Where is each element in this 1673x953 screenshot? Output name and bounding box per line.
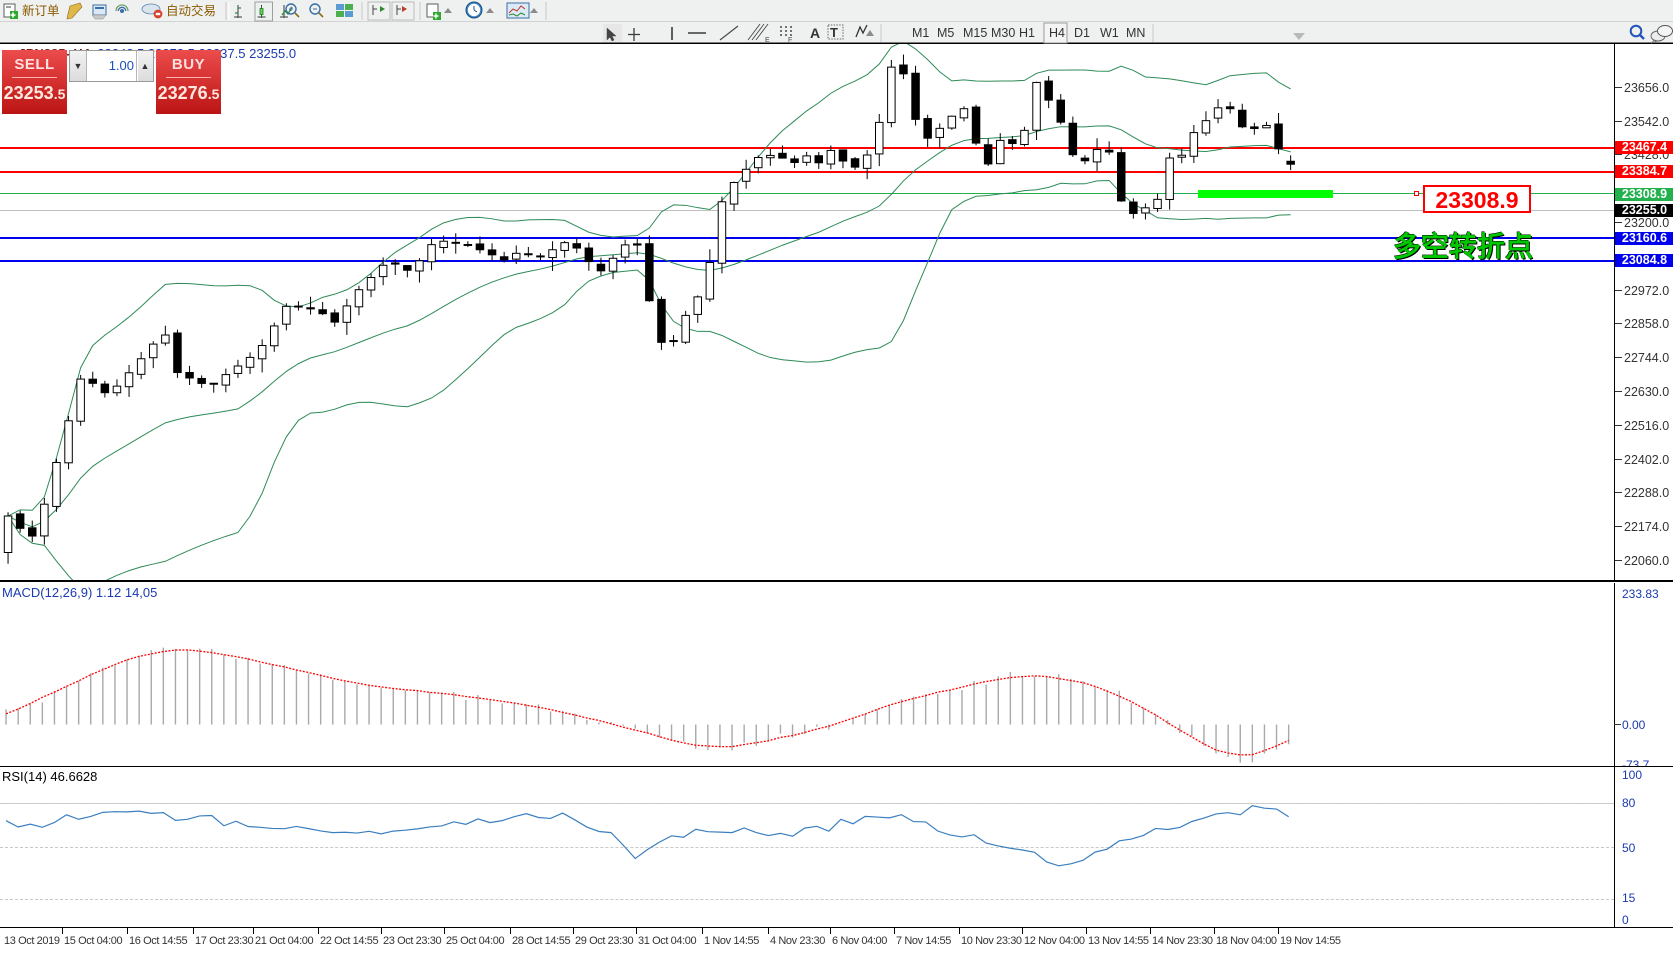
svg-text:D1: D1 [1074, 26, 1090, 40]
svg-text:M15: M15 [963, 26, 987, 40]
svg-text:新订单: 新订单 [22, 3, 60, 18]
svg-text:自动交易: 自动交易 [166, 3, 216, 18]
svg-text:T: T [830, 25, 838, 40]
svg-text:M30: M30 [991, 26, 1015, 40]
svg-text:M1: M1 [912, 26, 929, 40]
svg-text:A: A [810, 25, 820, 41]
svg-text:M5: M5 [937, 26, 954, 40]
svg-text:MN: MN [1126, 26, 1145, 40]
svg-text:H4: H4 [1049, 26, 1065, 40]
svg-text:F: F [788, 37, 792, 44]
svg-text:H1: H1 [1019, 26, 1035, 40]
svg-text:W1: W1 [1100, 26, 1119, 40]
svg-text:E: E [765, 37, 770, 44]
